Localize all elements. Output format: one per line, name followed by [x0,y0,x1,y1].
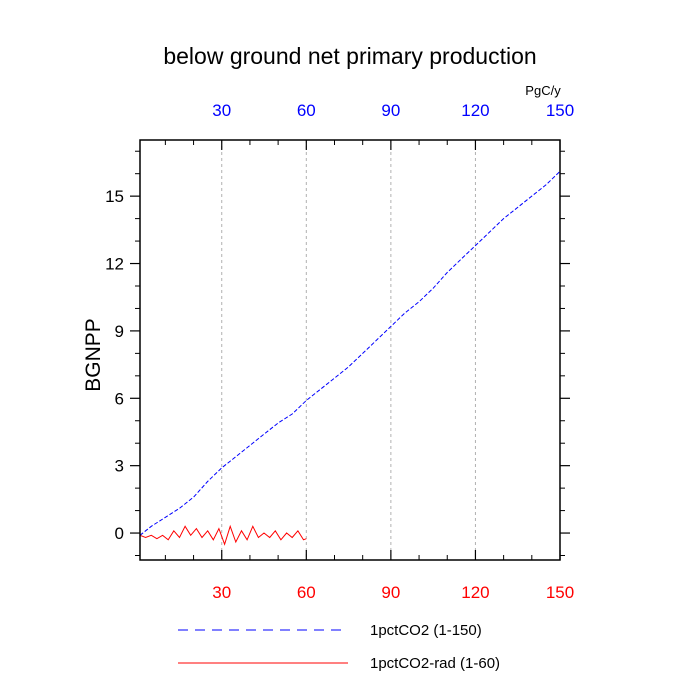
legend: 1pctCO2 (1-150) 1pctCO2-rad (1-60) [178,622,500,672]
units-label: PgC/y [525,83,561,98]
x-tick-label-bottom: 120 [461,583,489,602]
y-tick-label: 0 [115,524,124,543]
x-tick-label-bottom: 60 [297,583,316,602]
x-tick-label-top: 60 [297,101,316,120]
x-tick-label-bottom: 90 [381,583,400,602]
chart-title: below ground net primary production [163,43,536,69]
plot-frame [139,139,561,561]
legend-label-1: 1pctCO2 (1-150) [370,622,482,639]
series-line-1 [139,171,561,536]
x-tick-label-top: 90 [381,101,400,120]
y-tick-label: 12 [105,255,124,274]
series-lines [139,171,561,546]
y-tick-label: 9 [115,322,124,341]
axis-ticks: 30 30 60 60 90 90 120 120 150 150 0 3 6 9 12 15 [105,101,574,602]
series-line-2 [139,524,307,546]
y-tick-label: 6 [115,389,124,408]
x-tick-label-bottom: 150 [546,583,574,602]
gridlines [221,140,476,560]
y-tick-label: 15 [105,187,124,206]
x-tick-label-top: 120 [461,101,489,120]
x-tick-label-top: 30 [212,101,231,120]
legend-label-2: 1pctCO2-rad (1-60) [370,655,500,672]
y-tick-label: 3 [115,457,124,476]
x-tick-label-top: 150 [546,101,574,120]
y-axis-label: BGNPP [82,318,105,392]
x-tick-label-bottom: 30 [212,583,231,602]
